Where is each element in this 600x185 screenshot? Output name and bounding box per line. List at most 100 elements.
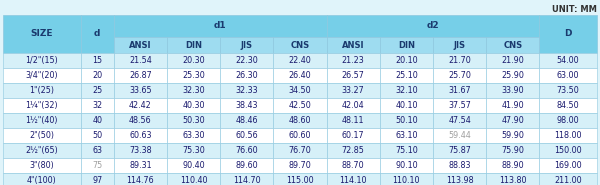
Bar	[380, 143, 433, 158]
Text: 42.42: 42.42	[129, 101, 152, 110]
Bar	[80, 83, 114, 98]
Text: 3/4"(20): 3/4"(20)	[25, 71, 58, 80]
Text: CNS: CNS	[503, 41, 523, 50]
Bar	[274, 83, 326, 98]
Text: 34.50: 34.50	[289, 86, 311, 95]
Text: 15: 15	[92, 56, 102, 65]
Bar	[326, 173, 380, 185]
Bar	[3, 83, 80, 98]
Bar	[3, 98, 80, 113]
Bar	[167, 83, 220, 98]
Text: 47.90: 47.90	[502, 116, 524, 125]
Text: 41.90: 41.90	[502, 101, 524, 110]
Bar	[80, 173, 114, 185]
Text: 25.90: 25.90	[502, 71, 524, 80]
Text: 50: 50	[92, 131, 102, 140]
Text: 20: 20	[92, 71, 102, 80]
Text: 33.27: 33.27	[342, 86, 365, 95]
Text: 31.67: 31.67	[448, 86, 471, 95]
Bar	[274, 53, 326, 68]
Bar	[220, 83, 274, 98]
Text: 59.44: 59.44	[448, 131, 471, 140]
Bar	[274, 37, 326, 53]
Bar	[3, 143, 80, 158]
Text: 75.10: 75.10	[395, 146, 418, 155]
Bar	[167, 98, 220, 113]
Bar	[3, 68, 80, 83]
Text: 22.40: 22.40	[289, 56, 311, 65]
Text: 60.56: 60.56	[235, 131, 258, 140]
Bar	[114, 53, 167, 68]
Text: 73.50: 73.50	[557, 86, 580, 95]
Bar	[486, 83, 539, 98]
Bar	[486, 53, 539, 68]
Text: 1/2"(15): 1/2"(15)	[25, 56, 58, 65]
Text: 21.90: 21.90	[502, 56, 524, 65]
Text: 75.87: 75.87	[448, 146, 471, 155]
Text: 114.70: 114.70	[233, 176, 260, 185]
Bar	[167, 53, 220, 68]
Text: 33.90: 33.90	[502, 86, 524, 95]
Text: 211.00: 211.00	[554, 176, 582, 185]
Bar	[486, 98, 539, 113]
Text: 42.50: 42.50	[289, 101, 311, 110]
Bar	[274, 128, 326, 143]
Text: 32.10: 32.10	[395, 86, 418, 95]
Text: 1¼"(32): 1¼"(32)	[25, 101, 58, 110]
Bar	[326, 113, 380, 128]
Text: UNIT: MM: UNIT: MM	[552, 5, 597, 14]
Text: d2: d2	[427, 21, 439, 31]
Bar	[3, 173, 80, 185]
Text: 59.90: 59.90	[502, 131, 524, 140]
Text: 26.87: 26.87	[129, 71, 152, 80]
Text: 3"(80): 3"(80)	[29, 161, 54, 170]
Text: 60.63: 60.63	[129, 131, 152, 140]
Text: 20.30: 20.30	[182, 56, 205, 65]
Bar	[539, 128, 597, 143]
Bar	[380, 173, 433, 185]
Text: 32: 32	[92, 101, 102, 110]
Text: 2"(50): 2"(50)	[29, 131, 54, 140]
Bar	[486, 173, 539, 185]
Bar	[380, 53, 433, 68]
Bar	[114, 37, 167, 53]
Bar	[167, 158, 220, 173]
Bar	[539, 143, 597, 158]
Text: 72.85: 72.85	[342, 146, 365, 155]
Bar	[380, 83, 433, 98]
Text: 33.65: 33.65	[129, 86, 152, 95]
Bar	[167, 113, 220, 128]
Text: 114.76: 114.76	[127, 176, 154, 185]
Text: 75.30: 75.30	[182, 146, 205, 155]
Text: 89.31: 89.31	[129, 161, 152, 170]
Bar	[80, 98, 114, 113]
Bar	[326, 68, 380, 83]
Bar	[80, 143, 114, 158]
Bar	[114, 173, 167, 185]
Bar	[433, 173, 486, 185]
Bar	[220, 158, 274, 173]
Text: 2½"(65): 2½"(65)	[25, 146, 58, 155]
Text: 48.46: 48.46	[236, 116, 258, 125]
Bar	[167, 173, 220, 185]
Text: 60.60: 60.60	[289, 131, 311, 140]
Bar	[326, 143, 380, 158]
Bar	[274, 113, 326, 128]
Bar	[326, 53, 380, 68]
Text: 50.10: 50.10	[395, 116, 418, 125]
Text: 48.60: 48.60	[289, 116, 311, 125]
Text: JIS: JIS	[454, 41, 466, 50]
Text: DIN: DIN	[185, 41, 202, 50]
Bar	[539, 173, 597, 185]
Bar	[3, 15, 80, 53]
Bar	[486, 37, 539, 53]
Text: 26.30: 26.30	[235, 71, 258, 80]
Bar	[380, 128, 433, 143]
Bar	[220, 68, 274, 83]
Bar	[167, 37, 220, 53]
Text: 37.57: 37.57	[448, 101, 471, 110]
Bar	[486, 113, 539, 128]
Text: 114.10: 114.10	[340, 176, 367, 185]
Bar	[539, 98, 597, 113]
Text: 22.30: 22.30	[235, 56, 258, 65]
